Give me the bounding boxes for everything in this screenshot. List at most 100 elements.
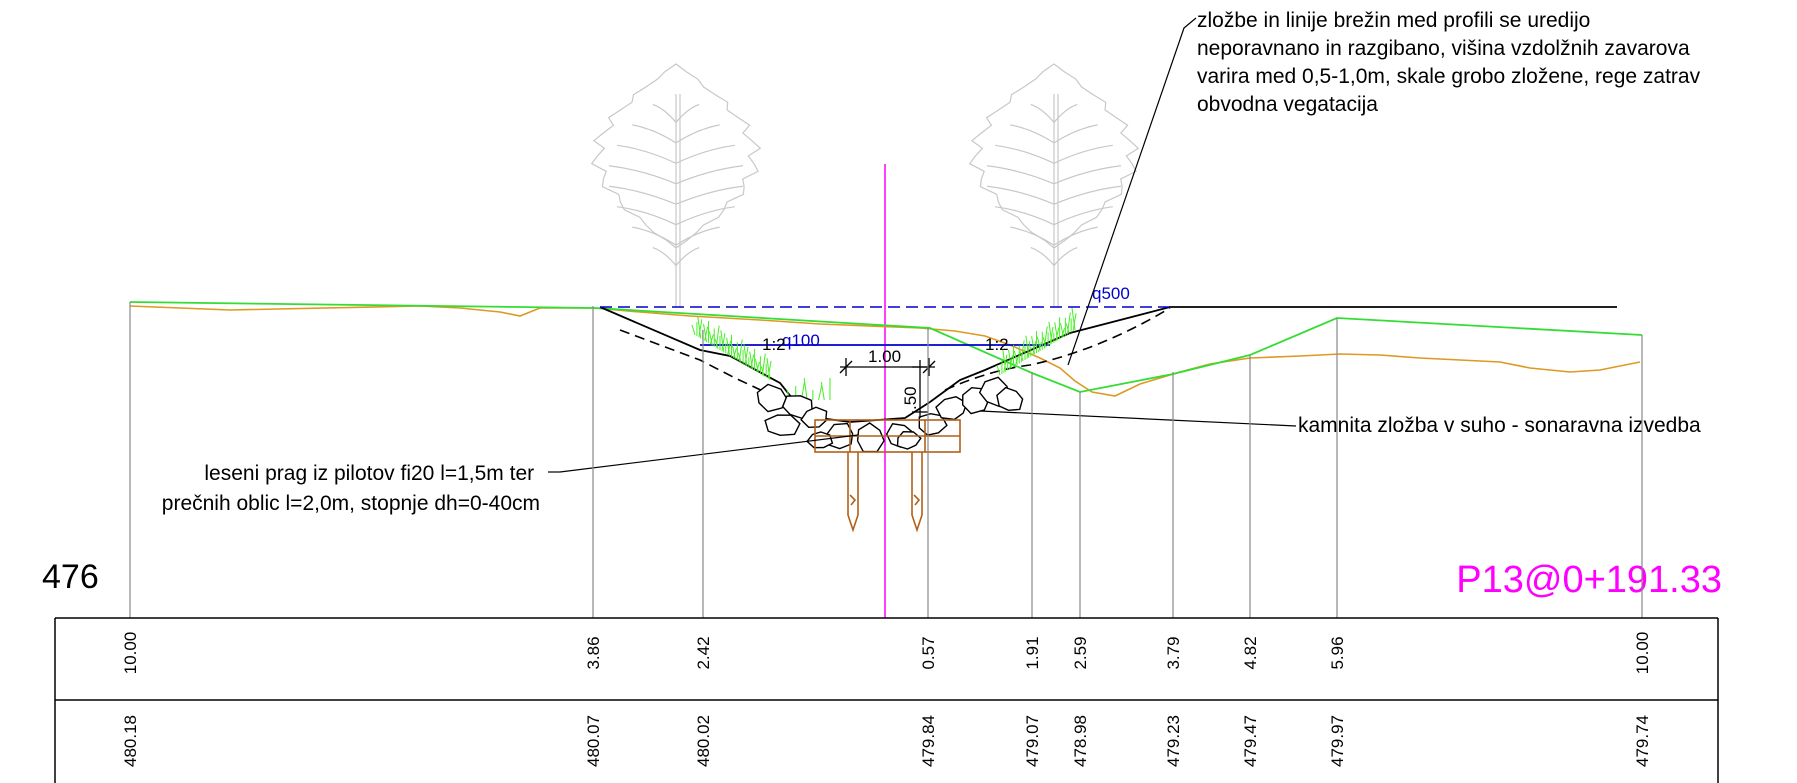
grass-blade — [1020, 340, 1025, 363]
grass-blade — [1072, 313, 1077, 332]
grass-blade — [1054, 322, 1059, 341]
stone — [856, 422, 885, 453]
tree-illustrations — [590, 63, 1140, 308]
station-elevation: 479.07 — [1023, 715, 1042, 767]
grass-blade — [1025, 335, 1030, 358]
top-note-line-3: varira med 0,5-1,0m, skale grobo zložene… — [1197, 65, 1701, 88]
terrain-line-orange — [129, 305, 1641, 397]
grass-blade — [698, 319, 703, 338]
grass-blade — [1043, 326, 1048, 349]
table-values: 10.00 480.18 3.86 480.07 2.42 480.02 0.57 479.8… — [121, 632, 1652, 767]
slope-label-left: 1:2 — [762, 335, 786, 354]
grass-blade — [1065, 323, 1070, 334]
grass-blade — [750, 354, 755, 369]
dashed-slope-left — [619, 329, 766, 393]
grass-blade — [703, 323, 708, 343]
grass-blade — [1013, 350, 1018, 365]
station-distance: 10.00 — [1633, 632, 1652, 675]
grass-blade — [1019, 351, 1024, 362]
left-note: leseni prag iz pilotov fi20 l=1,5m ter p… — [162, 462, 540, 515]
station-distance: 4.82 — [1241, 636, 1260, 669]
left-note-line-2: prečnih oblic l=2,0m, stopnje dh=0-40cm — [162, 492, 540, 515]
dashed-slope-right — [944, 307, 1171, 391]
station-distance: 0.57 — [919, 636, 938, 669]
station-elevation: 479.84 — [919, 715, 938, 767]
stone — [896, 430, 922, 450]
grass-blade — [803, 377, 808, 401]
stone — [781, 395, 813, 420]
grass-blade — [1048, 321, 1053, 344]
grass-blade — [691, 324, 696, 336]
tree-icon — [968, 63, 1140, 308]
grass-blade — [708, 331, 713, 346]
station-lines — [129, 302, 1643, 618]
profile-label: P13@0+191.33 — [1456, 559, 1722, 601]
station-elevation: 479.47 — [1241, 715, 1260, 767]
dimension-lines — [839, 358, 936, 418]
grass-blade — [737, 352, 742, 363]
station-distance: 3.86 — [584, 636, 603, 669]
grass-blade — [709, 334, 714, 345]
station-elevation: 480.18 — [121, 715, 140, 767]
grass-blade — [720, 330, 725, 353]
top-note-line-4: obvodna vegatacija — [1197, 93, 1378, 116]
grass-blade — [756, 361, 761, 373]
grass-blade — [996, 364, 1001, 376]
grass-blade — [1008, 349, 1013, 369]
grass-blade — [744, 346, 749, 366]
q500-label: q500 — [1092, 284, 1130, 303]
station-distance: 5.96 — [1328, 636, 1347, 669]
grass-blade — [1003, 354, 1008, 373]
station-distance: 1.91 — [1023, 636, 1042, 669]
grass-blade — [726, 337, 731, 356]
grass-blade — [1036, 336, 1041, 351]
q100-label: q100 — [782, 331, 820, 350]
grass-blade — [767, 360, 772, 379]
grass-blade — [1049, 326, 1054, 346]
grass-vegetation — [691, 307, 1077, 401]
leader-lines — [548, 17, 1297, 473]
grass-blade — [727, 340, 732, 355]
top-note: zložbe in linije brežin med profili se u… — [1197, 9, 1706, 116]
timber-weir — [814, 419, 961, 533]
grass-blade — [1042, 337, 1047, 348]
tree-icon — [590, 63, 762, 308]
stone-revetment — [756, 376, 1024, 453]
slope-label-right: 1:2 — [985, 335, 1009, 354]
grass-blade — [754, 358, 759, 374]
station-elevation: 479.97 — [1328, 715, 1347, 767]
grass-blade — [1059, 322, 1064, 338]
station-distance: 10.00 — [121, 632, 140, 675]
station-distance: 2.59 — [1071, 636, 1090, 669]
grass-blade — [732, 347, 737, 359]
station-elevation: 480.02 — [694, 715, 713, 767]
station-distance: 2.42 — [694, 636, 713, 669]
datum-label: 476 — [42, 558, 99, 596]
stone — [756, 383, 788, 413]
grass-blade — [766, 357, 771, 381]
dimension-width: 1.00 — [868, 347, 901, 366]
grass-blade — [1032, 341, 1037, 356]
grass-blade — [697, 316, 702, 339]
grass-blade — [1002, 349, 1007, 372]
right-note: kamnita zložba v suho - sonaravna izvedb… — [1298, 414, 1701, 437]
stone — [996, 386, 1024, 412]
stone — [764, 414, 801, 437]
station-distance: 3.79 — [1164, 636, 1183, 669]
station-elevation: 479.23 — [1164, 715, 1183, 767]
top-note-line-1: zložbe in linije brežin med profili se u… — [1197, 9, 1590, 32]
dimension-depth: .50 — [901, 386, 920, 410]
data-table — [54, 617, 1719, 783]
grass-blade — [1071, 307, 1076, 331]
grass-blade — [1009, 355, 1014, 370]
top-note-line-2: neporavnano in razgibano, višina vzdolžn… — [1197, 37, 1690, 60]
grass-blade — [1026, 340, 1031, 359]
station-elevation: 480.07 — [584, 715, 603, 767]
station-elevation: 478.98 — [1071, 715, 1090, 767]
left-note-line-1: leseni prag iz pilotov fi20 l=1,5m ter — [204, 462, 534, 485]
grass-blade — [820, 381, 825, 401]
grass-blade — [818, 385, 823, 401]
grass-blade — [743, 344, 748, 367]
grass-blade — [1031, 336, 1036, 355]
